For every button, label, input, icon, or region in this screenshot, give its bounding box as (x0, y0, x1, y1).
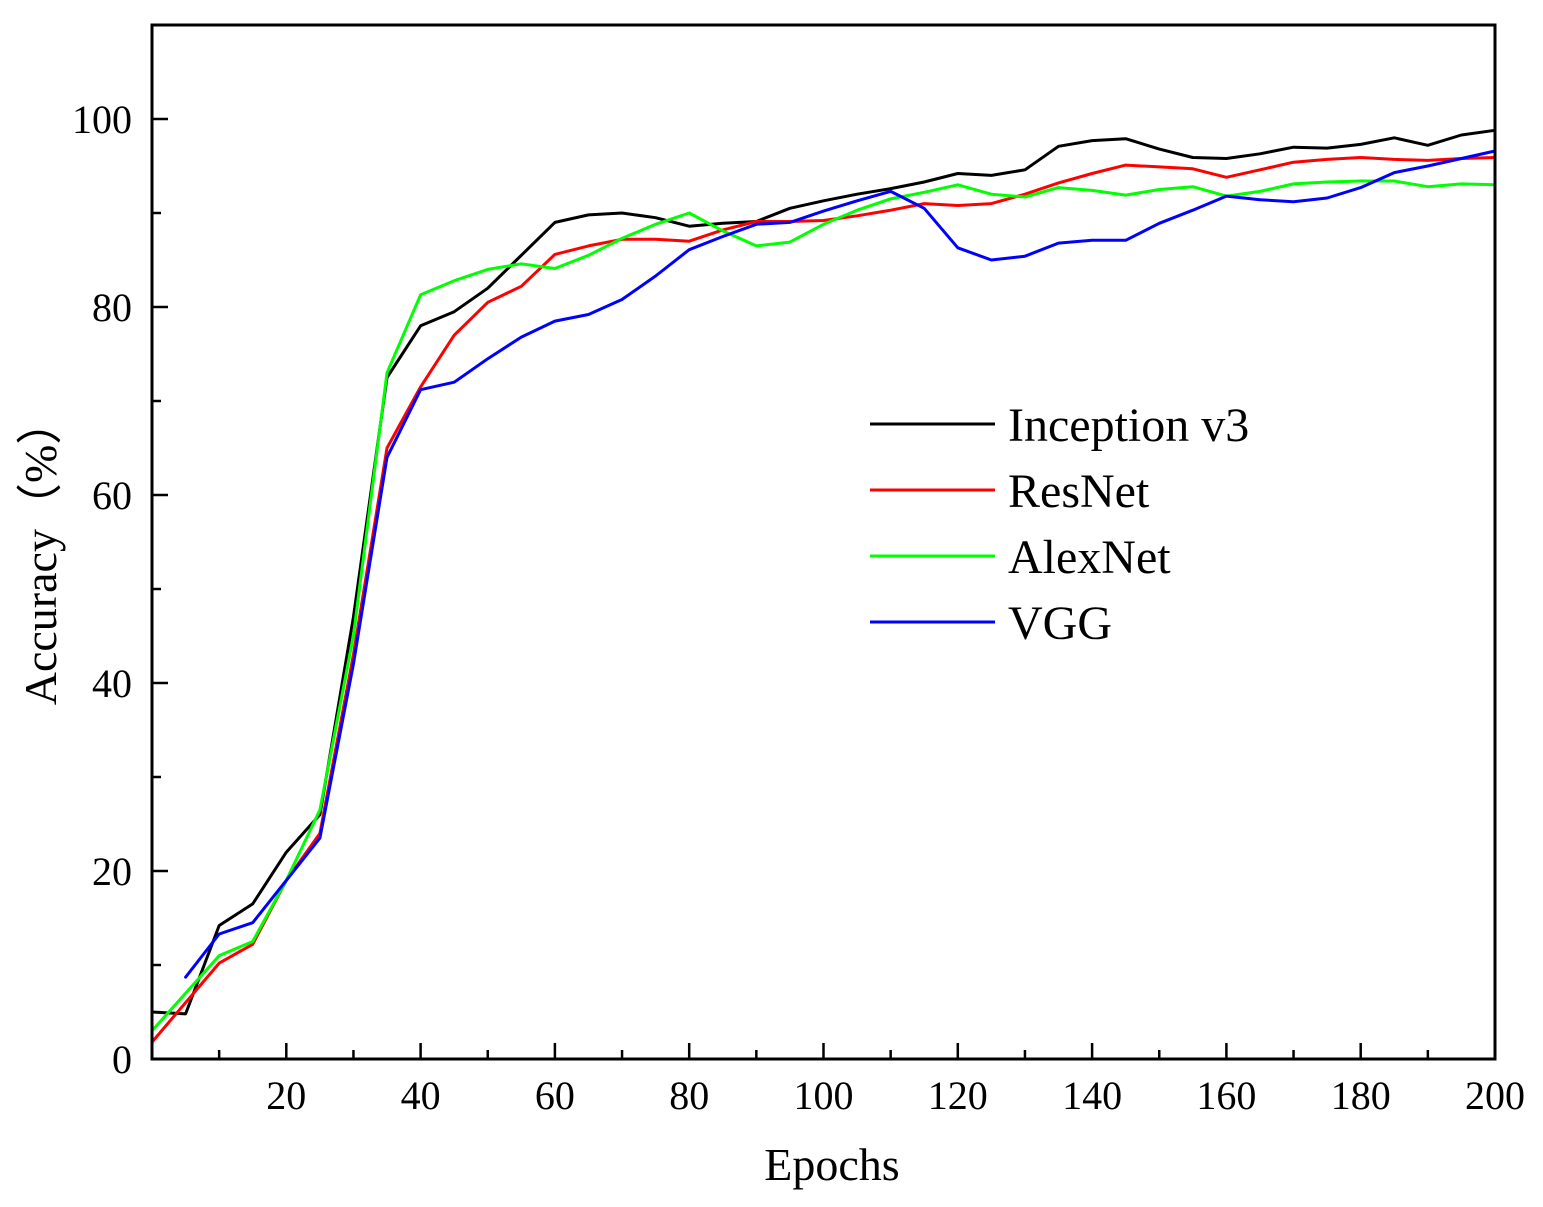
x-axis-tick-labels: 20 40 60 80 100 120 140 160 180 200 (266, 1073, 1525, 1118)
plot-area (150, 23, 1497, 1061)
x-tick-label: 160 (1196, 1073, 1256, 1118)
x-tick-label: 100 (794, 1073, 854, 1118)
x-tick-label: 140 (1062, 1073, 1122, 1118)
series-line (184, 149, 1497, 979)
legend-item: ResNet (870, 465, 1150, 518)
legend-item: AlexNet (870, 531, 1171, 584)
legend-label: VGG (1008, 597, 1112, 650)
y-tick-label: 80 (92, 285, 132, 330)
series-line (150, 156, 1497, 1044)
x-tick-label: 40 (401, 1073, 441, 1118)
series-resnet (150, 156, 1497, 1044)
y-axis-tick-labels: 0 20 40 60 80 100 (72, 97, 132, 1082)
legend-label: ResNet (1008, 465, 1150, 518)
legend-label: AlexNet (1008, 531, 1171, 584)
y-axis-label: Accuracy（%） (15, 399, 66, 706)
series-line (150, 179, 1497, 1033)
y-tick-label: 60 (92, 473, 132, 518)
legend-label: Inception v3 (1008, 399, 1249, 452)
x-tick-label: 80 (669, 1073, 709, 1118)
plot-background (152, 25, 1495, 1059)
x-tick-label: 60 (535, 1073, 575, 1118)
series-alexnet (150, 179, 1497, 1033)
y-tick-label: 100 (72, 97, 132, 142)
x-tick-label: 20 (266, 1073, 306, 1118)
x-tick-label: 120 (928, 1073, 988, 1118)
legend-item: Inception v3 (870, 399, 1249, 452)
legend-item: VGG (870, 597, 1112, 650)
x-tick-label: 200 (1465, 1073, 1525, 1118)
series-layer (150, 128, 1497, 1044)
y-tick-label: 20 (92, 849, 132, 894)
x-axis-ticks (217, 1043, 1497, 1059)
legend: Inception v3 ResNet AlexNet VGG (870, 399, 1249, 650)
series-vgg (184, 149, 1497, 979)
x-tick-label: 180 (1331, 1073, 1391, 1118)
y-tick-label: 40 (92, 661, 132, 706)
x-axis-label: Epochs (764, 1139, 899, 1190)
y-axis-ticks (152, 117, 168, 1061)
y-tick-label: 0 (112, 1037, 132, 1082)
